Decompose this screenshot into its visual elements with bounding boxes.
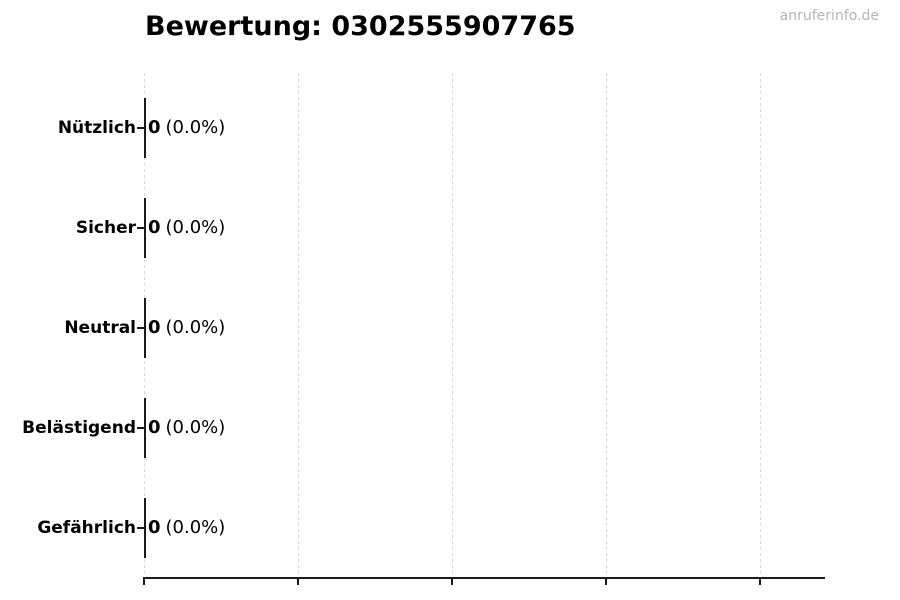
value-label: 0 (0.0%) <box>148 315 225 341</box>
zero-bar-edge <box>144 398 146 458</box>
value-label: 0 (0.0%) <box>148 215 225 241</box>
value-label: 0 (0.0%) <box>148 415 225 441</box>
value-count: 0 <box>148 517 161 538</box>
gridline <box>452 73 453 578</box>
category-label: Belästigend <box>22 418 136 438</box>
y-axis-tick <box>137 127 144 129</box>
value-percent: (0.0%) <box>165 517 226 538</box>
x-axis-tick <box>143 579 145 585</box>
chart-title: Bewertung: 0302555907765 <box>145 11 576 42</box>
gridline <box>606 73 607 578</box>
y-axis-tick <box>137 227 144 229</box>
category-label: Gefährlich <box>37 518 136 538</box>
value-count: 0 <box>148 117 161 138</box>
value-percent: (0.0%) <box>165 417 226 438</box>
value-count: 0 <box>148 417 161 438</box>
value-label: 0 (0.0%) <box>148 515 225 541</box>
y-axis-tick <box>137 427 144 429</box>
y-axis-tick <box>137 527 144 529</box>
x-axis-tick <box>297 579 299 585</box>
x-axis-line <box>143 577 825 579</box>
category-label: Nützlich <box>57 118 136 138</box>
value-count: 0 <box>148 217 161 238</box>
category-label: Neutral <box>64 318 136 338</box>
x-axis-tick <box>451 579 453 585</box>
value-percent: (0.0%) <box>165 117 226 138</box>
zero-bar-edge <box>144 98 146 158</box>
y-axis-tick <box>137 327 144 329</box>
zero-bar-edge <box>144 498 146 558</box>
value-percent: (0.0%) <box>165 217 226 238</box>
gridline <box>298 73 299 578</box>
gridline <box>760 73 761 578</box>
category-label: Sicher <box>75 218 136 238</box>
zero-bar-edge <box>144 198 146 258</box>
watermark-text: anruferinfo.de <box>779 8 879 24</box>
value-percent: (0.0%) <box>165 317 226 338</box>
value-count: 0 <box>148 317 161 338</box>
x-axis-tick <box>759 579 761 585</box>
zero-bar-edge <box>144 298 146 358</box>
x-axis-tick <box>605 579 607 585</box>
value-label: 0 (0.0%) <box>148 115 225 141</box>
